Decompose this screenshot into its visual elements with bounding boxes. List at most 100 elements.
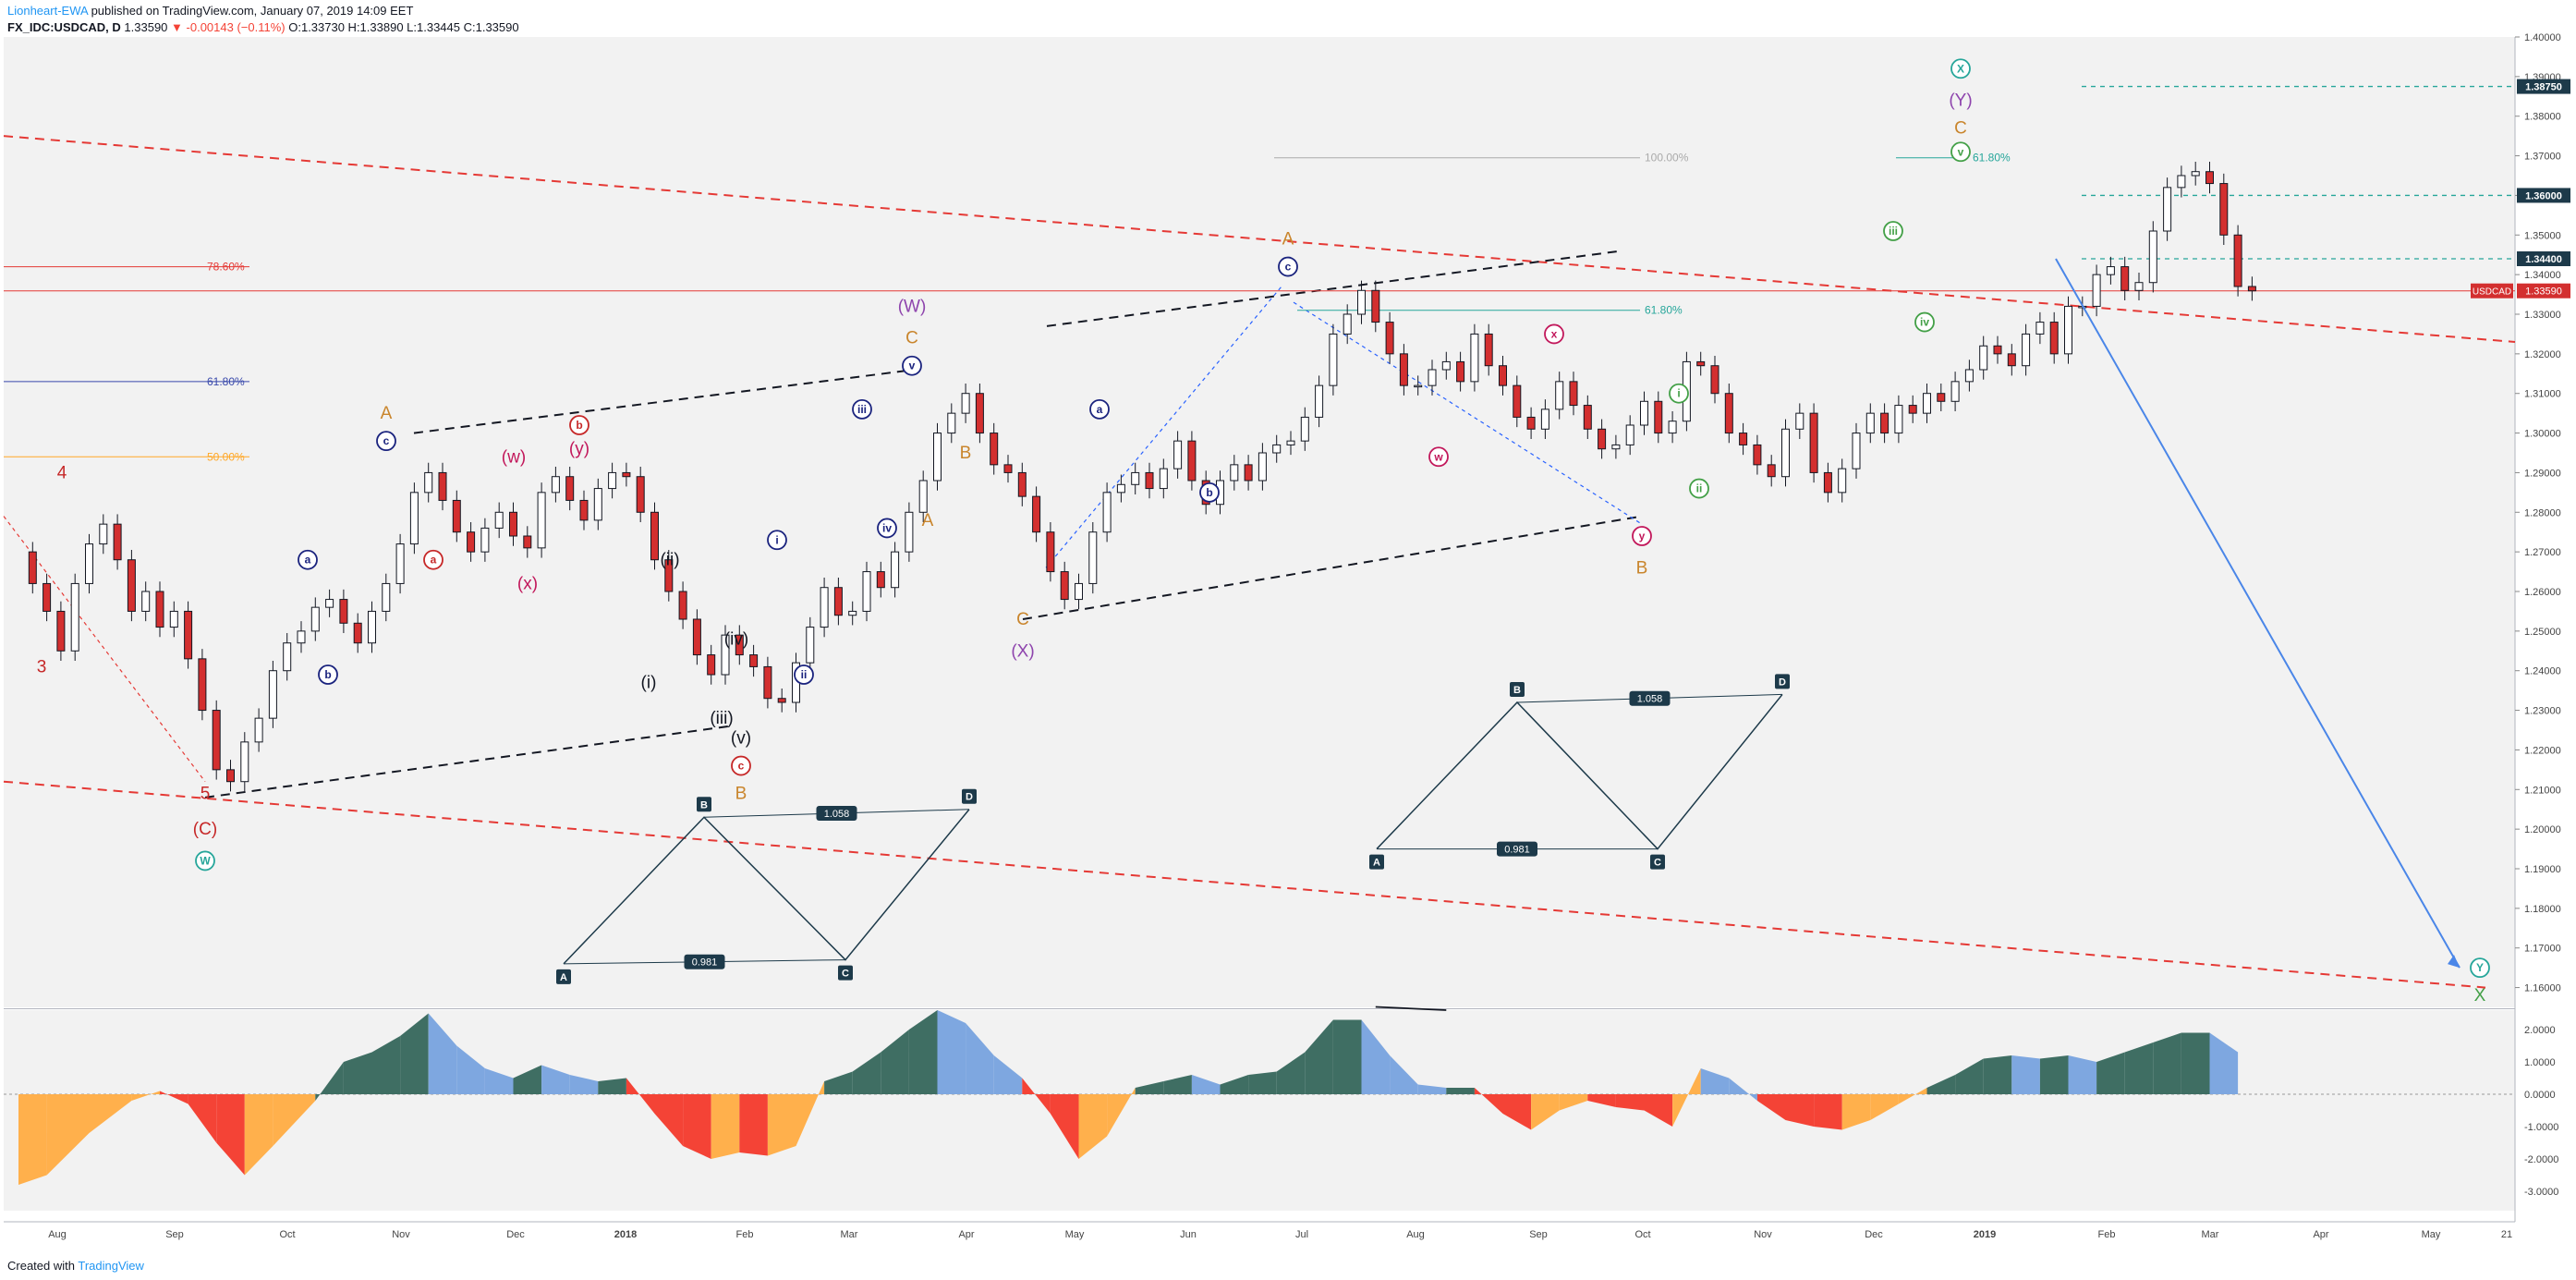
osc-bar [1332,1019,1362,1094]
candle-up [1300,416,1309,442]
y-tick-label: 1.30000 [2524,429,2561,440]
candle-up [1329,333,1338,386]
candle-up [1357,289,1366,315]
wave-label-circle [1914,311,1935,333]
candle-up [480,527,490,553]
osc-bar [1841,1094,1871,1130]
tradingview-logo[interactable]: TradingView [78,1259,144,1273]
x-tick-label: Sep [165,1229,184,1240]
wave-label: v [1958,145,1964,158]
candle-up [1865,412,1875,434]
candle-down [1583,405,1592,430]
harmonic-point-badge [962,788,977,804]
osc-bar [2209,1032,2239,1094]
osc-bar [598,1078,626,1094]
price-level-text: 1.34400 [2525,254,2562,265]
osc-bar [315,1062,344,1101]
osc-bar [2153,1032,2181,1094]
price-level-text: 1.38750 [2525,82,2562,93]
wave-label: iii [857,403,867,416]
wave-label-circle [1669,383,1689,404]
wave-label: B [960,444,972,463]
footer-created: Created with [7,1259,75,1273]
candle-down [1513,384,1522,418]
osc-bar [1870,1094,1899,1120]
osc-bar [2181,1032,2210,1094]
wave-label: A [1282,230,1294,250]
osc-bar [1700,1068,1730,1094]
wave-label-circle [1632,526,1652,546]
oscillator-series [18,1010,2239,1185]
candle-up [1979,345,1988,371]
osc-bar [937,1010,966,1094]
fib-level-label: 50.00% [207,450,245,463]
candle-down [763,665,772,700]
wave-label: iv [882,521,892,534]
candle-down [1710,365,1719,395]
resistance-line-2 [1046,250,1622,327]
wave-label: c [1285,261,1292,274]
candle-down [523,535,532,549]
x-tick-label: Sep [1529,1229,1548,1240]
fib-level-label: 78.60% [207,261,245,274]
candle-down [438,471,447,501]
osc-bar [1417,1084,1447,1094]
candle-down [339,599,348,624]
candle-up [85,543,93,584]
osc-bar [1107,1088,1136,1137]
y-tick-label: 1.34000 [2524,270,2561,281]
osc-bar [1390,1055,1418,1094]
wave-label: (C) [193,820,217,839]
author-link[interactable]: Lionheart-EWA [7,4,88,18]
publish-info: Lionheart-EWA published on TradingView.c… [7,4,413,18]
x-tick-label: Dec [1865,1229,1883,1240]
blue-dashed-channel [1045,286,1282,568]
candle-up [395,543,405,584]
osc-bar [513,1065,542,1094]
wave-label: B [735,785,747,804]
candle-down [579,499,589,521]
wave-label: A [922,511,934,530]
candle-down [990,433,999,466]
x-tick-label: Oct [279,1229,295,1240]
candle-up [537,492,546,549]
wave-label-circle [195,850,215,872]
y-tick-label: 1.19000 [2524,864,2561,875]
wave-label-circle [902,355,922,376]
candle-up [551,476,560,494]
candle-up [1625,424,1634,445]
osc-bar [273,1094,316,1146]
osc-bar [1276,1052,1306,1094]
candle-up [2106,266,2115,275]
y-tick-label: 1.32000 [2524,349,2561,360]
candle-down [353,622,362,644]
candle-up [240,741,249,783]
candle-up [70,582,79,652]
osc-bar [1729,1078,1757,1101]
candle-up [1838,468,1847,494]
candle-down [707,654,716,676]
y-tick-label: 1.29000 [2524,468,2561,479]
y-tick-label: 1.40000 [2524,32,2561,43]
candle-up [1781,428,1790,478]
candle-up [1116,483,1125,494]
candle-down [1569,381,1578,407]
wave-label: iv [1920,316,1929,329]
candle-up [806,627,815,664]
candle-up [169,610,178,628]
y-tick-label: 1.22000 [2524,745,2561,756]
candle-up [2163,187,2172,232]
y-tick-label: 1.20000 [2524,824,2561,835]
osc-bar [1672,1068,1701,1127]
candle-up [848,610,857,616]
wave-label-circle [1089,398,1110,420]
wave-label: (w) [502,447,526,467]
candle-up [1555,381,1564,410]
osc-bar [1926,1075,1956,1094]
candle-up [283,642,292,672]
osc-bar [216,1094,245,1176]
candle-down [1767,464,1776,478]
candle-down [1937,393,1946,402]
